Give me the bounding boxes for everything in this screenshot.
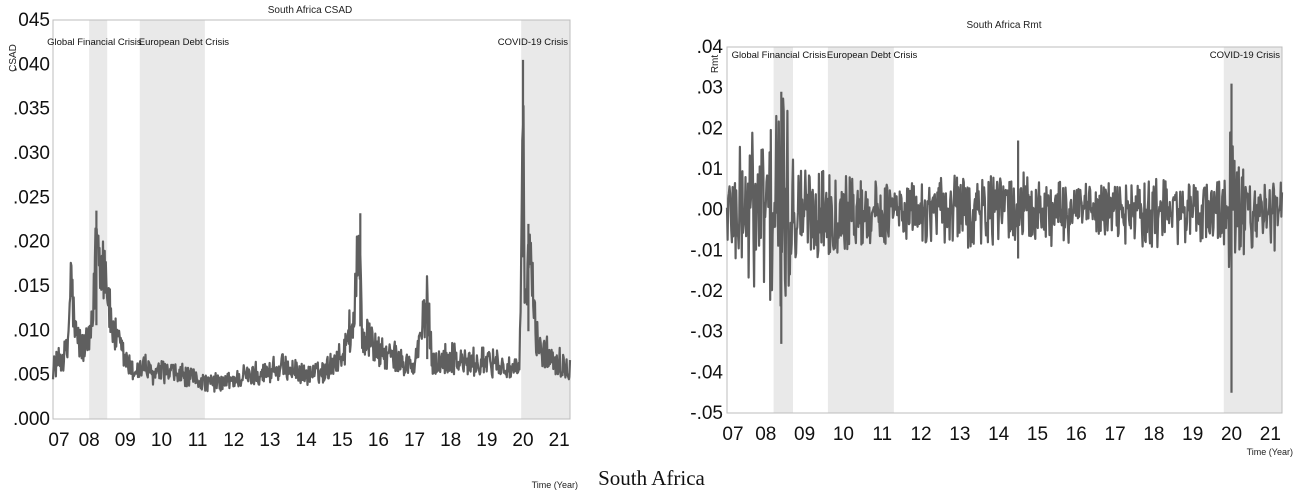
csad-x-tick-label: 15 <box>332 430 353 451</box>
csad-plot-frame <box>52 19 571 420</box>
csad-y-tick-label: .030 <box>13 143 50 164</box>
rmt-y-tick-label: .04 <box>697 37 724 58</box>
rmt-x-tick-label: 14 <box>988 424 1010 445</box>
csad-x-tick-label: 16 <box>368 430 389 451</box>
csad-x-tick-label: 11 <box>188 430 208 451</box>
csad-y-tick-label: .040 <box>13 54 50 75</box>
rmt-y-tick-label: .03 <box>697 78 723 99</box>
csad-x-axis-label: Time (Year) <box>532 480 578 490</box>
csad-y-tick-label: .015 <box>13 276 50 297</box>
csad-y-tick-label: .025 <box>13 187 50 208</box>
csad-y-tick-label: .005 <box>13 365 50 386</box>
csad-x-tick-label: 09 <box>115 430 136 451</box>
figure-caption: South Africa <box>598 466 705 490</box>
rmt-x-tick-label: 15 <box>1027 424 1048 445</box>
csad-y-tick-label: 045 <box>18 10 50 31</box>
rmt-x-tick-label: 19 <box>1182 424 1203 445</box>
rmt-y-tick-label: -.01 <box>690 240 723 261</box>
csad-x-tick-label: 12 <box>223 430 244 451</box>
csad-y-tick-label: .020 <box>13 232 50 253</box>
rmt-x-tick-label: 10 <box>833 424 854 445</box>
csad-x-tick-label: 08 <box>79 430 100 451</box>
rmt-x-tick-label: 16 <box>1066 424 1087 445</box>
rmt-series-line <box>725 83 1284 393</box>
rmt-x-tick-label: 17 <box>1105 424 1126 445</box>
csad-x-tick-label: 17 <box>404 430 425 451</box>
csad-series-line <box>51 59 572 393</box>
rmt-x-tick-label: 12 <box>910 424 931 445</box>
rmt-x-tick-label: 09 <box>794 424 815 445</box>
csad-y-axis-label: CSAD <box>8 44 19 72</box>
csad-chart-title: South Africa CSAD <box>268 5 352 16</box>
rmt-y-axis-label: Rmt <box>710 55 721 74</box>
csad-x-tick-label: 19 <box>476 430 497 451</box>
rmt-y-tick-label: -.05 <box>690 403 723 424</box>
rmt-y-tick-label: -.02 <box>690 281 723 302</box>
rmt-region-label-0: Global Financial Crisis <box>732 50 827 61</box>
rmt-y-tick-label: .02 <box>697 118 723 139</box>
csad-y-tick-label: .010 <box>13 320 50 341</box>
rmt-x-tick-label: 07 <box>722 424 743 445</box>
csad-x-tick-label: 14 <box>296 430 318 451</box>
rmt-x-tick-label: 21 <box>1260 424 1281 445</box>
rmt-x-tick-label: 13 <box>949 424 970 445</box>
csad-region-label-0: Global Financial Crisis <box>47 37 142 48</box>
rmt-region-label-2: COVID-19 Crisis <box>1210 50 1280 61</box>
csad-region-label-2: COVID-19 Crisis <box>498 37 568 48</box>
rmt-y-tick-label: -.03 <box>690 322 723 343</box>
csad-x-tick-label: 13 <box>259 430 280 451</box>
rmt-x-tick-label: 18 <box>1143 424 1164 445</box>
rmt-chart: South Africa Rmt Rmt Time (Year) Global … <box>690 20 1293 457</box>
rmt-chart-title: South Africa Rmt <box>966 20 1041 31</box>
rmt-y-tick-label: .01 <box>697 159 723 180</box>
rmt-x-tick-label: 08 <box>755 424 776 445</box>
rmt-x-tick-label: 11 <box>872 424 892 445</box>
csad-x-tick-label: 10 <box>151 430 172 451</box>
csad-chart: South Africa CSAD CSAD Time (Year) Globa… <box>8 5 578 490</box>
csad-x-tick-label: 18 <box>440 430 461 451</box>
rmt-y-tick-label: -.04 <box>690 362 723 383</box>
csad-region-label-1: European Debt Crisis <box>139 37 230 48</box>
rmt-region-label-1: European Debt Crisis <box>827 50 918 61</box>
csad-y-tick-label: .000 <box>13 409 50 430</box>
csad-region-1 <box>139 20 205 419</box>
rmt-x-axis-label: Time (Year) <box>1247 447 1293 457</box>
csad-x-tick-label: 07 <box>48 430 69 451</box>
rmt-x-tick-label: 20 <box>1221 424 1242 445</box>
csad-x-tick-label: 20 <box>512 430 533 451</box>
csad-region-0 <box>89 20 108 419</box>
rmt-y-tick-label: .00 <box>697 200 723 221</box>
csad-y-tick-label: .035 <box>13 99 50 120</box>
csad-x-tick-label: 21 <box>549 430 570 451</box>
